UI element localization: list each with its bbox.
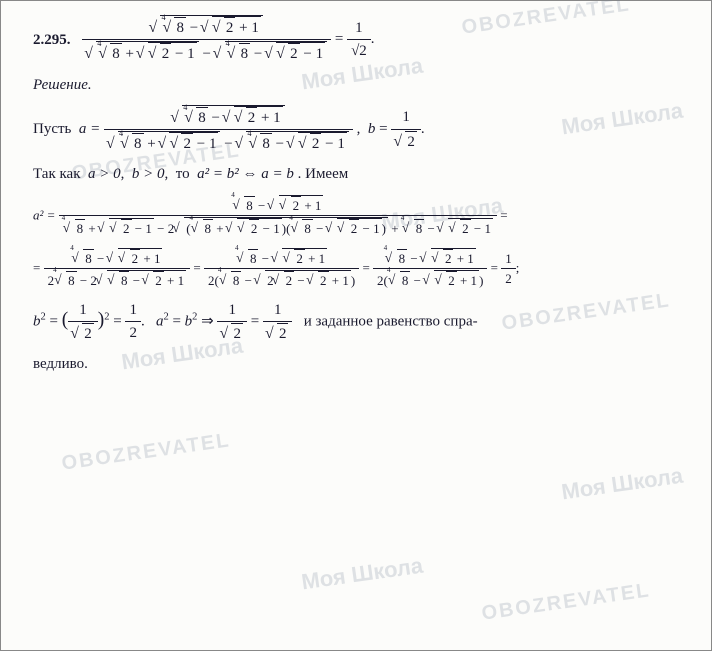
a-equals: a = (79, 121, 100, 137)
a2-frac3: 8 − 2 + 1 2(8 − 22 − 2 + 1) (204, 248, 359, 290)
a2-frac1: 8 − 2 + 1 8 + 2 − 1 − 2(8 + 2 − 1)(8 − 2… (59, 195, 497, 238)
problem-number: 2.295. (33, 30, 71, 50)
solution-label: Решение. (33, 75, 687, 95)
then-word: то (176, 166, 190, 182)
b-squared-line: b2 = (12)2 = 12. a2 = b2 ⇒ 12 = 12 и зад… (33, 300, 687, 345)
iff-expr: a² = b² ⇔ a = b (197, 166, 294, 182)
a-positive: a > 0 (88, 166, 121, 182)
content-area: 2.295. 8 − 2 + 1 8 + 2 − 1 − 8 − 2 − 1 =… (33, 15, 687, 384)
since-line: Так как a > 0, b > 0, то a² = b² ⇔ a = b… (33, 164, 687, 184)
watermark-oboz: OBOZREVATEL (480, 579, 652, 625)
rhs-num: 1 (347, 18, 371, 40)
a-squared-line2: = 8 − 2 + 1 28 − 28 − 2 + 1 = 8 − 2 + 1 … (33, 248, 687, 290)
b-positive: b > 0 (132, 166, 165, 182)
a2-prefix: a² = (33, 207, 55, 222)
since-word: Так как (33, 166, 81, 182)
b-def-fraction: 12 (391, 107, 421, 152)
a2-frac4: 8 − 2 + 1 2(8 − 2 + 1) (373, 248, 487, 290)
page-container: OBOZREVATEL Моя Школа Моя Школа OBOZREVATEL… (0, 0, 712, 651)
conclusion-line2: ведливо. (33, 354, 687, 374)
main-fraction: 8 − 2 + 1 8 + 2 − 1 − 8 − 2 − 1 (82, 15, 331, 65)
let-line: Пусть a = 8 − 2 + 1 8 + 2 − 1 − 8 − 2 − … (33, 105, 687, 155)
conclusion-text: и заданное равенство спра- (304, 313, 478, 329)
a2-frac2: 8 − 2 + 1 28 − 28 − 2 + 1 (44, 248, 191, 290)
we-have: . Имеем (298, 166, 349, 182)
one-half: 12 (501, 250, 516, 288)
a-squared-line1: a² = 8 − 2 + 1 8 + 2 − 1 − 2(8 + 2 − 1)(… (33, 195, 687, 238)
watermark-shkola: Моя Школа (300, 553, 425, 596)
watermark-oboz: OBOZREVATEL (60, 429, 232, 475)
watermark-shkola: Моя Школа (560, 463, 685, 506)
let-word: Пусть (33, 121, 71, 137)
rhs-den: √2 (347, 40, 371, 61)
problem-statement: 2.295. 8 − 2 + 1 8 + 2 − 1 − 8 − 2 − 1 =… (33, 15, 687, 65)
rhs-fraction: 1 √2 (347, 18, 371, 62)
a-def-fraction: 8 − 2 + 1 8 + 2 − 1 − 8 − 2 − 1 (104, 105, 353, 155)
